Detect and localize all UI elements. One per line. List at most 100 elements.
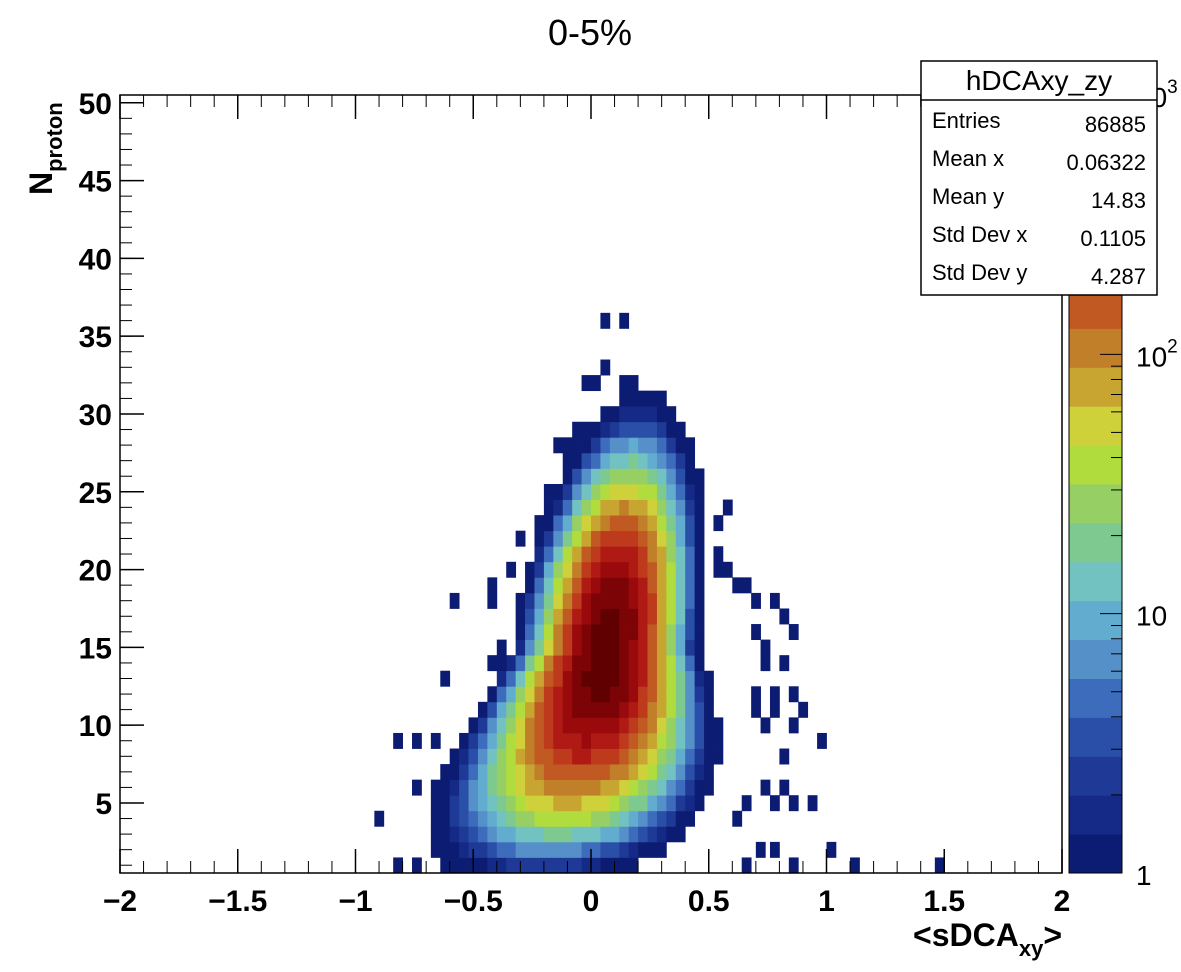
heatmap-bin bbox=[675, 810, 686, 827]
heatmap-bin bbox=[572, 732, 582, 749]
heatmap-bin bbox=[666, 624, 677, 640]
heatmap-bin bbox=[647, 530, 658, 547]
heatmap-bin bbox=[619, 515, 630, 532]
heatmap-bin-sparse bbox=[769, 686, 780, 703]
heatmap-bin-sparse bbox=[741, 795, 752, 812]
x-axis-ticks: −2 −1.5 −1 −0.5 0 0.5 1 1.5 2 bbox=[103, 95, 1070, 918]
heatmap-bin bbox=[525, 624, 535, 640]
heatmap-bin bbox=[647, 468, 658, 485]
heatmap-bin bbox=[553, 810, 564, 827]
stats-box-title: hDCAxy_zy bbox=[966, 65, 1112, 96]
heatmap-bin bbox=[534, 546, 545, 563]
heatmap-bin-sparse bbox=[751, 686, 761, 703]
heatmap-bin bbox=[666, 748, 677, 765]
heatmap-bin bbox=[694, 499, 705, 516]
heatmap-bin bbox=[553, 701, 564, 718]
heatmap-bin bbox=[685, 655, 696, 672]
heatmap-bin bbox=[515, 748, 526, 765]
colorbar-segment bbox=[1069, 289, 1122, 329]
heatmap-bin bbox=[515, 841, 526, 858]
colorbar-segment bbox=[1069, 445, 1122, 485]
heatmap-bin bbox=[581, 748, 592, 765]
heatmap-bin bbox=[572, 484, 582, 500]
heatmap-bin bbox=[525, 686, 535, 703]
heatmap-bin bbox=[628, 748, 639, 765]
heatmap-bin bbox=[619, 406, 630, 423]
heatmap-bin bbox=[581, 546, 592, 563]
heatmap-bin bbox=[704, 748, 714, 765]
heatmap-bin bbox=[572, 546, 582, 563]
heatmap-bin bbox=[525, 717, 535, 734]
stats-box: hDCAxy_zy Entries 86885 Mean x 0.06322 Mean … bbox=[920, 60, 1158, 296]
heatmap-bin bbox=[666, 515, 677, 532]
heatmap-bin bbox=[591, 764, 601, 781]
heatmap-bin bbox=[534, 810, 545, 827]
heatmap-bin bbox=[506, 701, 517, 718]
heatmap-bin bbox=[506, 779, 517, 796]
heatmap-bin bbox=[638, 499, 648, 516]
heatmap-bin bbox=[534, 655, 545, 672]
heatmap-bin bbox=[600, 452, 611, 469]
x-tick-label: −0.5 bbox=[444, 885, 503, 918]
heatmap-bin bbox=[525, 779, 535, 796]
heatmap-bin bbox=[515, 826, 526, 843]
heatmap-bin bbox=[496, 779, 507, 796]
colorbar-segment bbox=[1069, 795, 1122, 835]
heatmap-bin bbox=[675, 701, 686, 718]
heatmap-bin bbox=[609, 452, 620, 469]
heatmap-bin bbox=[619, 810, 630, 827]
heatmap-bin bbox=[656, 701, 667, 718]
heatmap-bin bbox=[647, 764, 658, 781]
heatmap-bin bbox=[543, 624, 554, 640]
heatmap-bin bbox=[562, 732, 573, 749]
heatmap-bin bbox=[553, 748, 564, 765]
heatmap-bin bbox=[647, 484, 658, 500]
heatmap-bin bbox=[572, 624, 582, 640]
heatmap-bin bbox=[628, 857, 639, 874]
heatmap-bin bbox=[694, 639, 705, 656]
heatmap-bin bbox=[553, 655, 564, 672]
heatmap-bin-sparse bbox=[553, 437, 564, 454]
heatmap-bin bbox=[449, 857, 460, 874]
heatmap-bin bbox=[534, 561, 545, 578]
heatmap-bin bbox=[656, 670, 667, 687]
heatmap-bin-sparse bbox=[751, 701, 761, 718]
heatmap-bin-sparse bbox=[788, 795, 799, 812]
heatmap-bin bbox=[609, 686, 620, 703]
heatmap-bin bbox=[704, 701, 714, 718]
heatmap-bin bbox=[638, 701, 648, 718]
heatmap-bin bbox=[440, 810, 451, 827]
heatmap-bin bbox=[638, 484, 648, 500]
heatmap-bin bbox=[656, 592, 667, 609]
heatmap-bin bbox=[487, 779, 498, 796]
heatmap-bin bbox=[647, 701, 658, 718]
x-tick-label: −1.5 bbox=[208, 885, 267, 918]
heatmap-bin bbox=[694, 779, 705, 796]
heatmap-bin bbox=[553, 546, 564, 563]
heatmap-bin bbox=[647, 608, 658, 625]
heatmap-bin bbox=[543, 655, 554, 672]
heatmap-bin bbox=[638, 655, 648, 672]
heatmap-bin bbox=[619, 577, 630, 594]
y-tick-label: 30 bbox=[79, 399, 112, 432]
heatmap-bin bbox=[647, 655, 658, 672]
heatmap-bin-sparse bbox=[496, 639, 507, 656]
heatmap-bin bbox=[562, 826, 573, 843]
heatmap-bin bbox=[628, 468, 639, 485]
heatmap-bin bbox=[496, 717, 507, 734]
heatmap-bin bbox=[628, 608, 639, 625]
heatmap-bin bbox=[496, 701, 507, 718]
heatmap-bin bbox=[440, 795, 451, 812]
heatmap-bin bbox=[525, 670, 535, 687]
heatmap-bin bbox=[468, 826, 479, 843]
heatmap-bin bbox=[666, 826, 677, 843]
heatmap-bin-sparse bbox=[506, 561, 517, 578]
colorbar-segment bbox=[1069, 717, 1122, 757]
heatmap-bin bbox=[477, 857, 488, 874]
heatmap-bin bbox=[619, 499, 630, 516]
heatmap-bin bbox=[534, 639, 545, 656]
heatmap-bin bbox=[600, 748, 611, 765]
heatmap-bin bbox=[647, 717, 658, 734]
heatmap-bin bbox=[628, 452, 639, 469]
heatmap-bin-sparse bbox=[722, 561, 733, 578]
